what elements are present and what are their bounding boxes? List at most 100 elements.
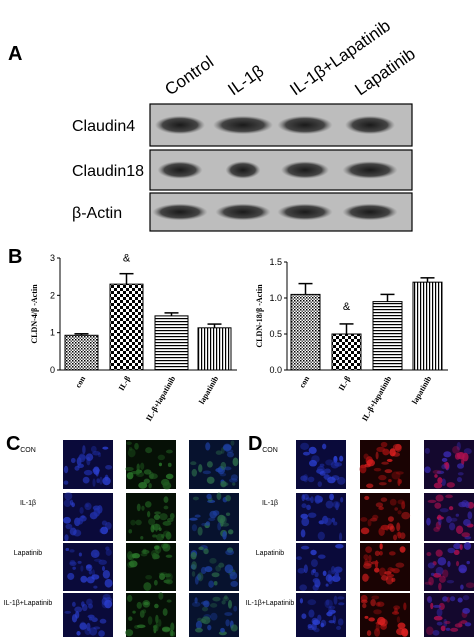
cell-signal <box>145 447 153 454</box>
cell-signal <box>165 531 172 540</box>
cell-signal <box>158 462 163 467</box>
cell-signal <box>401 501 406 510</box>
cell-signal <box>376 446 386 452</box>
cell-signal <box>300 442 310 450</box>
cell-signal <box>337 596 345 600</box>
cell-signal <box>360 517 368 522</box>
cell-signal <box>378 482 387 486</box>
cell-signal <box>154 523 159 532</box>
cell-signal <box>74 465 80 471</box>
cell-signal <box>90 445 97 453</box>
cell-signal <box>458 501 467 508</box>
cell-signal <box>430 572 435 576</box>
row-label: IL-1β <box>262 500 278 507</box>
cell-signal <box>86 576 95 584</box>
cell-signal <box>374 559 379 569</box>
row-label: β-Actin <box>72 205 122 222</box>
cell-signal <box>217 514 226 524</box>
cell-signal <box>441 478 446 486</box>
cell-signal <box>191 524 198 532</box>
cell-signal <box>72 601 76 607</box>
cell-signal <box>393 605 401 610</box>
cell-signal <box>435 549 443 557</box>
cell-signal <box>301 503 307 509</box>
cell-signal <box>395 562 405 568</box>
cell-signal <box>233 605 238 612</box>
cell-signal <box>364 495 370 500</box>
cell-signal <box>148 518 156 526</box>
cell-signal <box>303 564 308 574</box>
cell-signal <box>454 452 461 460</box>
cell-signal <box>388 551 396 556</box>
cell-signal <box>65 523 73 530</box>
cell-signal <box>433 572 442 578</box>
cell-signal <box>147 510 151 518</box>
cell-signal <box>463 518 471 527</box>
cell-signal <box>85 564 93 572</box>
cell-signal <box>392 568 400 574</box>
cell-signal <box>102 570 111 579</box>
cell-signal <box>379 618 388 627</box>
cell-signal <box>197 572 204 582</box>
cell-signal <box>141 505 145 511</box>
x-tick-label: IL-β <box>337 375 352 393</box>
cell-signal <box>194 597 198 604</box>
cell-signal <box>105 465 113 470</box>
cell-signal <box>70 457 76 464</box>
cell-signal <box>389 498 397 506</box>
cell-signal <box>448 506 454 511</box>
x-tick-label: IL-β <box>117 375 132 393</box>
cell-signal <box>191 601 201 607</box>
cell-signal <box>394 507 399 511</box>
cell-signal <box>320 619 327 627</box>
cell-signal <box>140 462 145 470</box>
cell-signal <box>432 604 442 608</box>
cell-signal <box>81 601 85 607</box>
blot-band <box>345 115 395 135</box>
cell-signal <box>312 577 320 584</box>
cell-signal <box>130 519 136 526</box>
cell-signal <box>359 464 367 474</box>
cell-signal <box>331 575 341 582</box>
cell-signal <box>314 495 322 504</box>
cell-signal <box>457 597 463 603</box>
cell-signal <box>134 442 139 450</box>
row-label: IL-1β <box>20 500 36 507</box>
cell-signal <box>296 556 302 561</box>
cell-signal <box>128 616 133 621</box>
blot-band <box>342 161 398 179</box>
cell-signal <box>300 529 306 538</box>
cell-signal <box>449 596 456 602</box>
cell-signal <box>82 445 86 455</box>
cell-signal <box>432 630 440 636</box>
cell-signal <box>69 549 75 553</box>
cell-signal <box>365 546 373 553</box>
cell-signal <box>127 448 136 458</box>
cell-signal <box>435 494 444 502</box>
cell-signal <box>308 609 315 618</box>
cell-signal <box>437 557 447 566</box>
cell-signal <box>319 471 326 476</box>
cell-signal <box>93 626 101 630</box>
cell-signal <box>322 443 327 450</box>
cell-signal <box>457 463 465 469</box>
y-tick-label: 1 <box>50 328 55 338</box>
cell-signal <box>224 612 233 617</box>
cell-signal <box>154 603 159 609</box>
bar <box>154 315 189 371</box>
row-label: Claudin18 <box>72 163 144 180</box>
blot-band <box>213 115 273 135</box>
cell-signal <box>192 496 199 501</box>
cell-signal <box>215 467 224 473</box>
cell-signal <box>454 623 463 628</box>
cell-signal <box>301 494 305 502</box>
row-label: Claudin4 <box>72 118 135 135</box>
cell-signal <box>225 619 230 627</box>
cell-signal <box>230 440 235 446</box>
cell-signal <box>453 549 460 555</box>
cell-signal <box>85 453 94 461</box>
cell-signal <box>165 449 173 454</box>
blot-band <box>277 203 333 221</box>
cell-signal <box>69 559 76 565</box>
cell-signal <box>212 596 221 602</box>
